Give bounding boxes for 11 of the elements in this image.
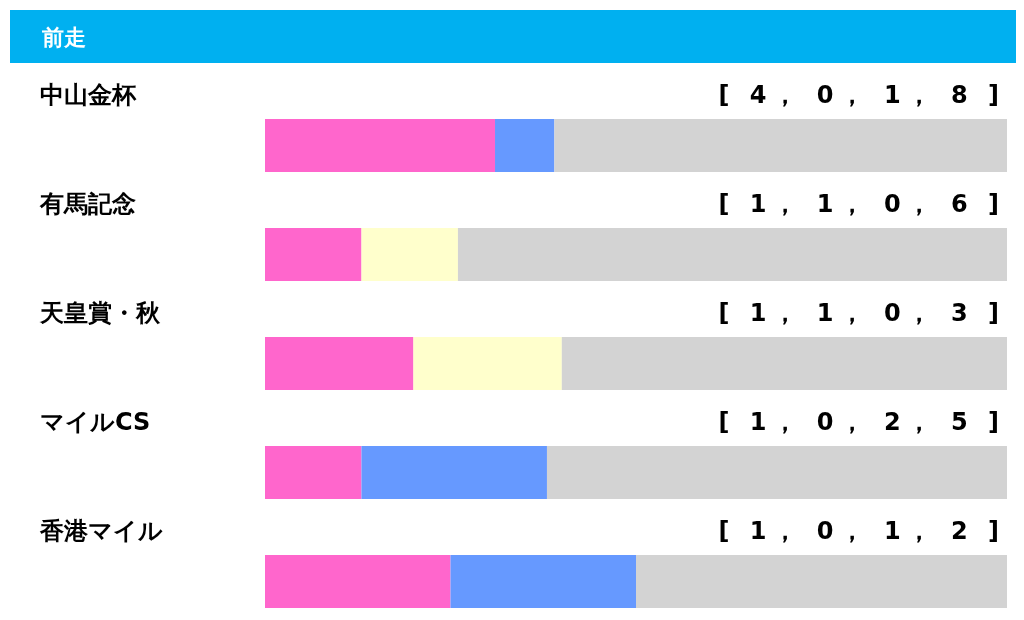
text: [ 1， 0， 2， 5 ] — [718, 408, 1005, 436]
chart-title: マイルCS — [40, 408, 151, 436]
text: 前走 — [41, 25, 86, 50]
text: [ 1， 1， 0， 3 ] — [718, 299, 1005, 327]
text: [ 4， 0， 1， 8 ] — [718, 81, 1005, 109]
chart-title: 香港マイル — [39, 517, 163, 545]
chart-title: 中山金杯 — [40, 81, 137, 109]
chart-title: 天皇賞・秋 — [39, 299, 161, 327]
text: [ 1， 0， 1， 2 ] — [718, 517, 1005, 545]
chart-title: 有馬記念 — [39, 190, 136, 218]
text: [ 1， 1， 0， 6 ] — [718, 190, 1005, 218]
